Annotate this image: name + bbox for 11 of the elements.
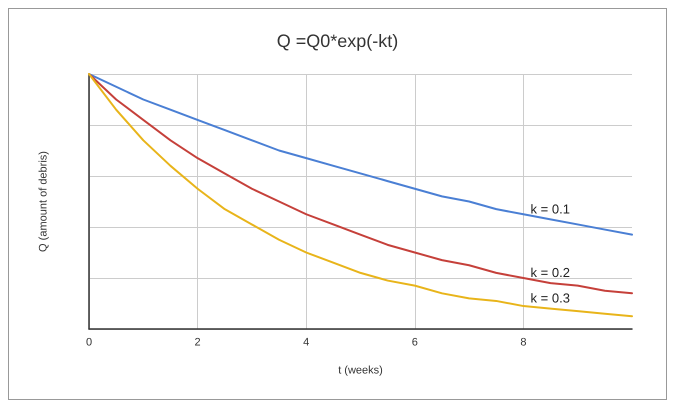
x-tick-label: 2 — [194, 336, 201, 348]
series-label: k = 0.1 — [530, 201, 570, 216]
y-axis-title: Q (amount of debris) — [38, 151, 50, 252]
series-label: k = 0.2 — [530, 265, 570, 280]
series-label: k = 0.3 — [530, 290, 570, 306]
x-tick-label: 4 — [303, 336, 310, 348]
x-tick-label: 0 — [86, 336, 92, 348]
chart-title: Q =Q0*exp(-kt) — [276, 31, 398, 51]
x-tick-label: 6 — [412, 336, 418, 348]
x-tick-label: 8 — [520, 336, 526, 348]
x-axis-title: t (weeks) — [338, 364, 383, 376]
